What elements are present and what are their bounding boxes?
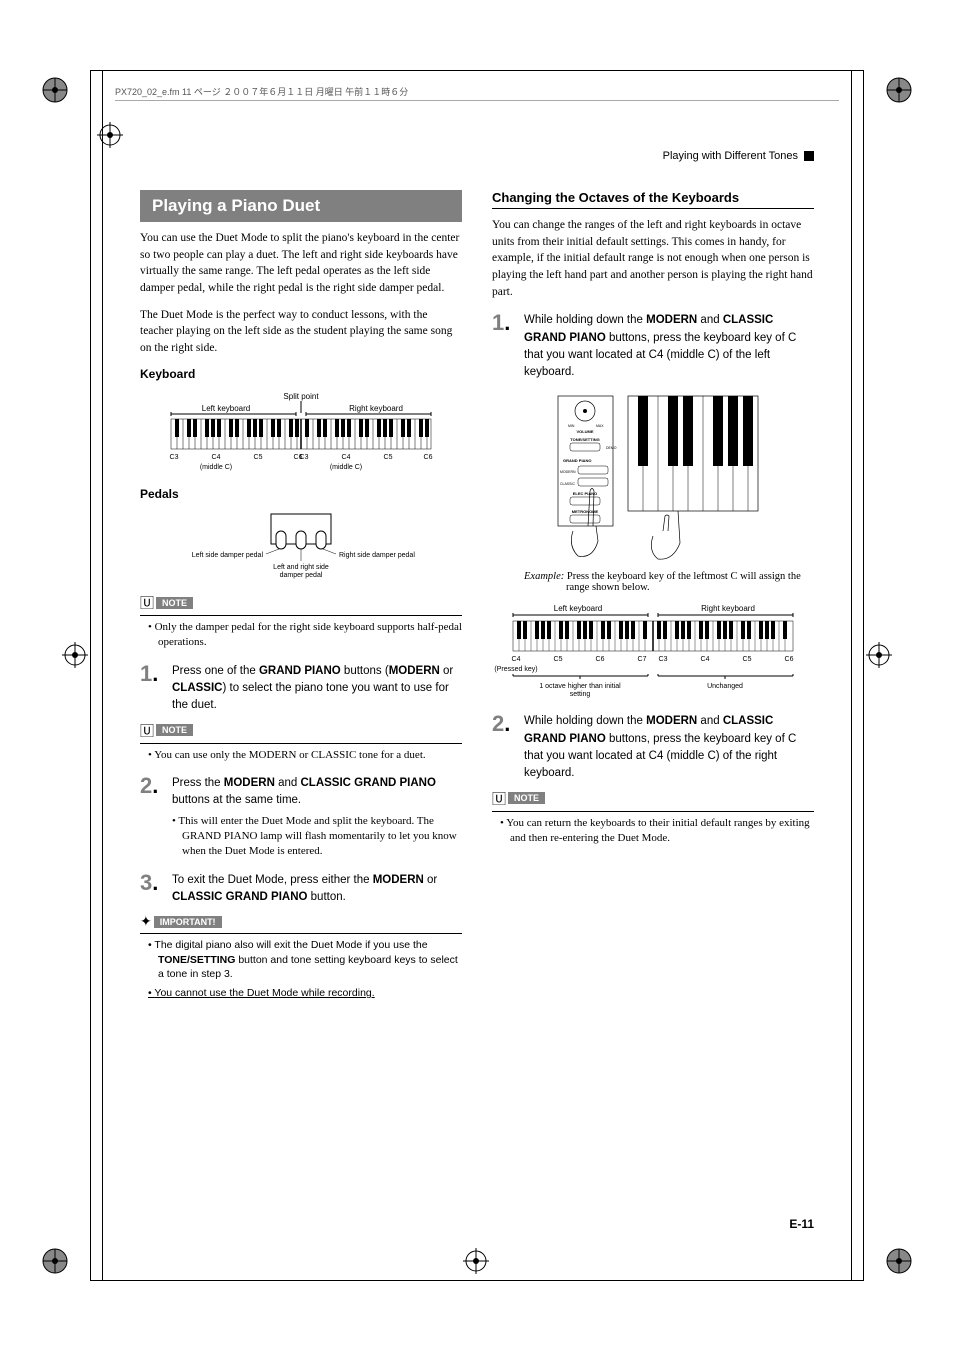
svg-text:Left and right side: Left and right side [273, 564, 329, 571]
crop-mark-br [874, 1236, 914, 1276]
note-label: NOTE [156, 724, 193, 736]
svg-text:Left keyboard: Left keyboard [202, 404, 250, 413]
right-column: Changing the Octaves of the Keyboards Yo… [492, 150, 814, 1005]
svg-text:VOLUME: VOLUME [576, 429, 593, 434]
step-number: 1. [140, 663, 164, 715]
svg-text:TONE/SETTING: TONE/SETTING [570, 437, 599, 442]
important-bullet: • You cannot use the Duet Mode while rec… [140, 986, 462, 1001]
crop-mark-bl [40, 1236, 80, 1276]
svg-text:DEMO: DEMO [606, 446, 617, 450]
right-step-2: 2. While holding down the MODERN and CLA… [492, 713, 814, 782]
note-icon: 🅄 [140, 593, 154, 613]
svg-text:1 octave higher than initial: 1 octave higher than initial [539, 683, 621, 690]
svg-text:C4: C4 [342, 454, 351, 461]
doc-header: PX720_02_e.fm 11 ページ ２００７年６月１１日 月曜日 午前１１… [115, 85, 408, 98]
control-panel-diagram: MIN MAX VOLUME TONE/SETTING DEMO GRAND PI… [538, 391, 768, 561]
note-bullet: • You can use only the MODERN or CLASSIC… [140, 748, 462, 763]
step-number: 2. [492, 713, 516, 782]
intro-para-2: The Duet Mode is the perfect way to cond… [140, 307, 462, 357]
step-sub-bullet: • This will enter the Duet Mode and spli… [140, 814, 462, 860]
important-icon: ✦ [140, 914, 152, 931]
svg-text:Unchanged: Unchanged [707, 683, 743, 690]
svg-text:Left keyboard: Left keyboard [554, 604, 602, 613]
keyboard-subhead: Keyboard [140, 367, 462, 381]
svg-text:C4: C4 [212, 454, 221, 461]
keyboard-range-diagram: Left keyboard Right keyboard C4 C5 C6 C7… [493, 601, 813, 701]
svg-text:(middle C): (middle C) [200, 464, 232, 471]
svg-text:Right keyboard: Right keyboard [349, 404, 403, 413]
step-number: 1. [492, 312, 516, 381]
svg-text:METRONOME: METRONOME [572, 509, 599, 514]
important-bullet: • The digital piano also will exit the D… [140, 938, 462, 982]
note-icon: 🅄 [140, 721, 154, 741]
intro-para-1: You can use the Duet Mode to split the p… [140, 230, 462, 297]
subsection-heading: Changing the Octaves of the Keyboards [492, 190, 814, 209]
svg-text:C3: C3 [300, 454, 309, 461]
title-bar: Playing a Piano Duet [140, 190, 462, 222]
note-label: NOTE [156, 597, 193, 609]
example-text: Example: Press the keyboard key of the l… [534, 571, 814, 593]
svg-text:C6: C6 [596, 656, 605, 663]
note-icon: 🅄 [492, 789, 506, 809]
step-number: 2. [140, 775, 164, 810]
step-text: While holding down the MODERN and CLASSI… [524, 312, 814, 381]
step-text: To exit the Duet Mode, press either the … [172, 872, 462, 907]
svg-text:C5: C5 [384, 454, 393, 461]
header-rule [115, 100, 839, 101]
note-bullet: • You can return the keyboards to their … [492, 816, 814, 847]
svg-text:C5: C5 [254, 454, 263, 461]
crop-mark-tl [40, 75, 80, 115]
svg-text:C4: C4 [512, 656, 521, 663]
keyboard-split-diagram: Split point Left keyboard Right keyboard… [151, 389, 451, 479]
step-1: 1. Press one of the GRAND PIANO buttons … [140, 663, 462, 715]
step-text: While holding down the MODERN and CLASSI… [524, 713, 814, 782]
svg-text:GRAND PIANO: GRAND PIANO [563, 458, 591, 463]
svg-text:C7: C7 [638, 656, 647, 663]
note-block: 🅄NOTE • You can use only the MODERN or C… [140, 714, 462, 763]
svg-text:C5: C5 [554, 656, 563, 663]
svg-text:Right keyboard: Right keyboard [701, 604, 755, 613]
frame-line [102, 70, 103, 1281]
svg-text:(middle C): (middle C) [330, 464, 362, 471]
note-bullet: • Only the damper pedal for the right si… [140, 620, 462, 651]
svg-text:C4: C4 [701, 656, 710, 663]
step-3: 3. To exit the Duet Mode, press either t… [140, 872, 462, 907]
pedals-subhead: Pedals [140, 487, 462, 501]
svg-text:Split point: Split point [283, 392, 319, 401]
frame-line [851, 70, 852, 1281]
step-text: Press the MODERN and CLASSIC GRAND PIANO… [172, 775, 462, 810]
page-number: E-11 [789, 1217, 814, 1231]
svg-text:setting: setting [570, 691, 591, 698]
registration-mark [60, 640, 90, 670]
right-step-1: 1. While holding down the MODERN and CLA… [492, 312, 814, 381]
svg-text:MIN: MIN [568, 424, 575, 428]
pedals-diagram: Left side damper pedal Right side damper… [151, 509, 451, 579]
svg-text:Left side damper pedal: Left side damper pedal [192, 552, 264, 559]
svg-text:C3: C3 [659, 656, 668, 663]
svg-text:C6: C6 [785, 656, 794, 663]
important-block: ✦IMPORTANT! • The digital piano also wil… [140, 906, 462, 1001]
note-label: NOTE [508, 792, 545, 804]
svg-text:MODERN: MODERN [560, 470, 576, 474]
svg-text:CLASSIC: CLASSIC [560, 482, 575, 486]
crop-mark-tr [874, 75, 914, 115]
step-text: Press one of the GRAND PIANO buttons (MO… [172, 663, 462, 715]
step-number: 3. [140, 872, 164, 907]
svg-text:damper pedal: damper pedal [280, 572, 323, 579]
svg-text:MAX: MAX [596, 424, 604, 428]
svg-text:C3: C3 [170, 454, 179, 461]
important-label: IMPORTANT! [154, 916, 222, 928]
step-2: 2. Press the MODERN and CLASSIC GRAND PI… [140, 775, 462, 810]
left-column: Playing a Piano Duet You can use the Due… [140, 150, 462, 1005]
registration-mark [864, 640, 894, 670]
intro-para-3: You can change the ranges of the left an… [492, 217, 814, 300]
svg-text:C5: C5 [743, 656, 752, 663]
note-block: 🅄NOTE • Only the damper pedal for the ri… [140, 587, 462, 651]
note-block: 🅄NOTE • You can return the keyboards to … [492, 782, 814, 846]
svg-text:(Pressed key): (Pressed key) [494, 666, 537, 673]
svg-text:C6: C6 [424, 454, 433, 461]
svg-text:Right side damper pedal: Right side damper pedal [339, 552, 415, 559]
